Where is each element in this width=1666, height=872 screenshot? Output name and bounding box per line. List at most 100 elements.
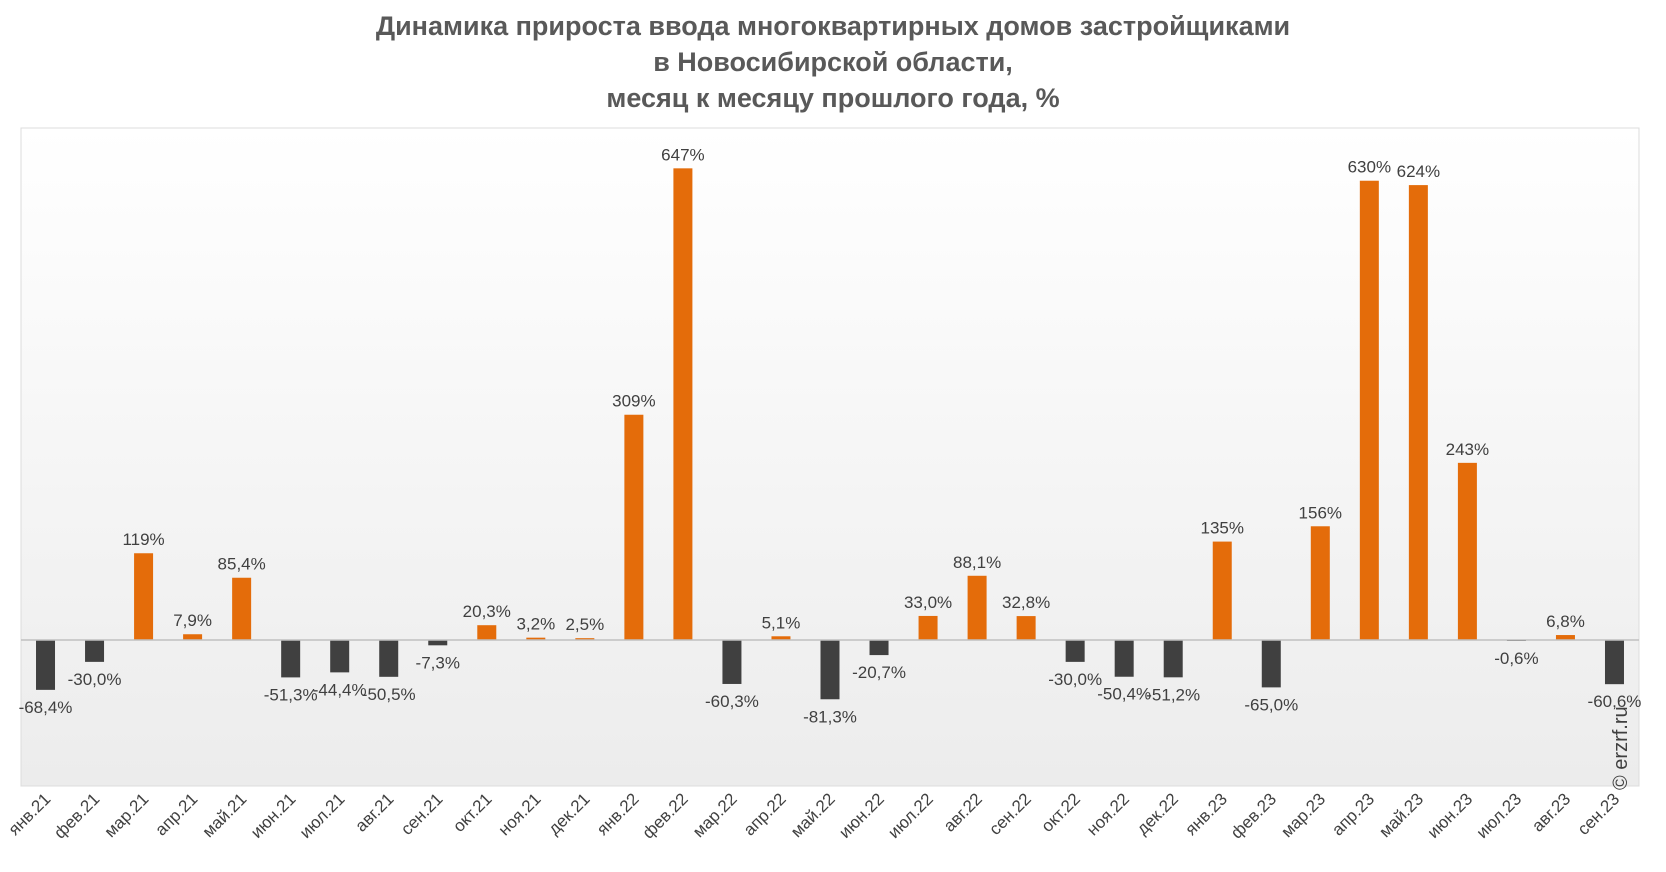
- bar-май.21: [232, 577, 252, 640]
- data-label-дек.21: 2,5%: [565, 615, 604, 634]
- x-tick-label-июл.23: июл.23: [1473, 789, 1526, 842]
- bar-фев.21: [85, 640, 105, 662]
- bar-фев.22: [673, 168, 693, 640]
- data-labels-group: -68,4% -30,0% 119% 7,9% 85,4% -51,3%-44,4% -50…: [19, 145, 1642, 726]
- x-tick-label-июн.23: июн.23: [1424, 789, 1477, 842]
- bar-ноя.21: [526, 637, 546, 640]
- bar-авг.22: [967, 575, 987, 640]
- data-label-мар.21: 119%: [122, 530, 164, 549]
- data-label-сен.21: -7,3%: [416, 653, 460, 672]
- data-label-июн.21: -51,3%: [264, 685, 318, 704]
- watermark: © erzrf.ru: [1610, 706, 1632, 790]
- title-line-3: месяц к месяцу прошлого года, %: [606, 83, 1060, 113]
- bar-сен.21: [428, 640, 448, 646]
- data-label-май.22: -81,3%: [803, 707, 857, 726]
- data-label-мар.23: 156%: [1299, 503, 1342, 522]
- data-label-сен.22: 32,8%: [1002, 593, 1050, 612]
- data-label-ноя.22: -50,4%: [1097, 685, 1151, 704]
- data-label-июл.23: -0,6%: [1494, 649, 1538, 668]
- bar-июн.23: [1457, 462, 1477, 640]
- bar-июн.22: [869, 640, 889, 656]
- bars-group: [36, 168, 1624, 700]
- data-label-апр.21: 7,9%: [173, 611, 212, 630]
- chart-title: Динамика прироста ввода многоквартирных …: [0, 8, 1666, 116]
- x-tick-label-апр.23: апр.23: [1328, 789, 1378, 839]
- x-tick-label-фев.21: фев.21: [50, 789, 103, 842]
- x-tick-label-мар.22: мар.22: [689, 789, 741, 841]
- data-label-янв.23: 135%: [1201, 519, 1244, 538]
- data-label-июн.22: -20,7%: [852, 663, 906, 682]
- data-label-дек.22: -51,2%: [1146, 685, 1200, 704]
- data-label-окт.21: 20,3%: [463, 602, 511, 621]
- bar-июн.21: [281, 640, 301, 678]
- bar-авг.21: [379, 640, 399, 677]
- data-label-май.23: 624%: [1397, 162, 1440, 181]
- data-label-ноя.21: 3,2%: [516, 615, 555, 634]
- data-label-авг.22: 88,1%: [953, 553, 1001, 572]
- title-line-2: в Новосибирской области,: [653, 47, 1013, 77]
- x-tick-label-июн.21: июн.21: [247, 789, 300, 842]
- x-tick-label-май.22: май.22: [787, 789, 839, 841]
- bar-мар.21: [134, 553, 154, 640]
- data-label-фев.21: -30,0%: [68, 670, 122, 689]
- bar-дек.22: [1163, 640, 1183, 678]
- x-tick-label-дек.22: дек.22: [1133, 789, 1182, 838]
- data-label-фев.22: 647%: [661, 145, 704, 164]
- data-label-авг.23: 6,8%: [1546, 612, 1585, 631]
- x-tick-label-янв.23: янв.23: [1181, 789, 1231, 839]
- bar-июл.22: [918, 615, 938, 640]
- bar-сен.23: [1604, 640, 1624, 685]
- x-tick-label-июн.22: июн.22: [835, 789, 888, 842]
- data-label-сен.23: -60,6%: [1588, 692, 1642, 711]
- x-tick-label-июл.22: июл.22: [884, 789, 937, 842]
- x-tick-label-сен.23: сен.23: [1574, 789, 1623, 838]
- data-label-янв.21: -68,4%: [19, 698, 73, 717]
- bar-апр.23: [1359, 180, 1379, 641]
- data-label-мар.22: -60,3%: [705, 692, 759, 711]
- bar-мар.22: [722, 640, 742, 684]
- x-tick-label-май.21: май.21: [199, 789, 251, 841]
- bar-мар.23: [1310, 526, 1330, 640]
- x-tick-label-фев.23: фев.23: [1227, 789, 1280, 842]
- bar-сен.22: [1016, 616, 1036, 640]
- bar-май.23: [1408, 185, 1428, 640]
- bar-янв.22: [624, 414, 644, 640]
- x-tick-label-авг.22: авг.22: [940, 789, 986, 835]
- bar-фев.23: [1261, 640, 1281, 688]
- x-tick-label-авг.23: авг.23: [1528, 789, 1574, 835]
- bar-май.22: [820, 640, 840, 700]
- data-label-окт.22: -30,0%: [1048, 670, 1102, 689]
- data-label-июл.22: 33,0%: [904, 593, 952, 612]
- bar-янв.21: [36, 640, 56, 690]
- data-label-апр.23: 630%: [1348, 158, 1391, 177]
- x-tick-label-апр.21: апр.21: [151, 789, 201, 839]
- x-tick-label-май.23: май.23: [1375, 789, 1427, 841]
- bar-июл.21: [330, 640, 350, 673]
- bar-ноя.22: [1114, 640, 1134, 677]
- x-tick-label-окт.22: окт.22: [1038, 789, 1084, 835]
- bar-окт.21: [477, 625, 497, 640]
- bar-дек.21: [575, 638, 595, 640]
- bar-янв.23: [1212, 541, 1232, 640]
- data-label-апр.22: 5,1%: [762, 613, 801, 632]
- data-label-июл.21: -44,4%: [313, 680, 367, 699]
- data-label-май.21: 85,4%: [218, 555, 266, 574]
- title-line-1: Динамика прироста ввода многоквартирных …: [375, 11, 1291, 41]
- data-label-янв.22: 309%: [612, 392, 655, 411]
- x-tick-label-мар.21: мар.21: [101, 789, 153, 841]
- x-tick-label-июл.21: июл.21: [296, 789, 349, 842]
- bar-апр.22: [771, 636, 791, 640]
- x-tick-label-сен.21: сен.21: [397, 789, 446, 838]
- x-tick-label-фев.22: фев.22: [639, 789, 692, 842]
- x-tick-label-янв.22: янв.22: [593, 789, 643, 839]
- x-tick-label-сен.22: сен.22: [985, 789, 1034, 838]
- x-tick-label-апр.22: апр.22: [740, 789, 790, 839]
- x-tick-label-ноя.21: ноя.21: [495, 789, 545, 839]
- data-label-июн.23: 243%: [1446, 440, 1489, 459]
- x-tick-label-ноя.22: ноя.22: [1083, 789, 1133, 839]
- x-tick-label-мар.23: мар.23: [1277, 789, 1329, 841]
- x-tick-label-авг.21: авг.21: [351, 789, 397, 835]
- bar-апр.21: [183, 634, 203, 640]
